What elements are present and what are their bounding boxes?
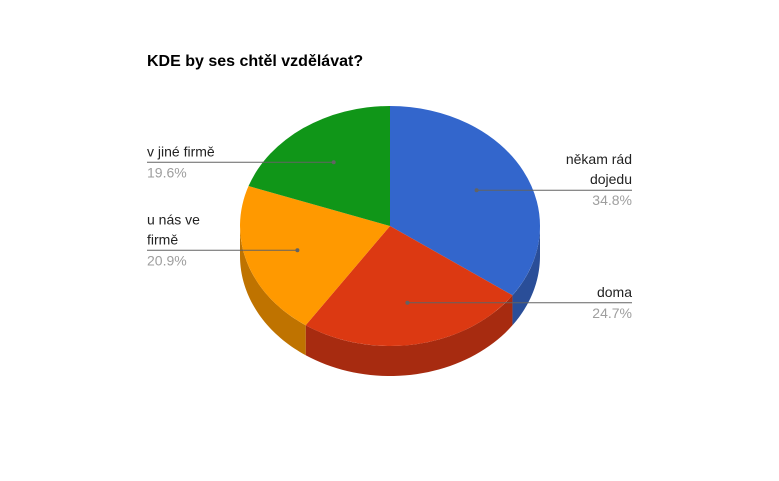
slice-label-0-line-0: někam rád [566,151,632,167]
pie-depth [240,226,540,376]
chart-title: KDE by ses chtěl vzdělávat? [147,53,363,70]
slice-side-0 [512,226,540,326]
leader-dot-0 [474,188,479,193]
leader-dot-2 [295,248,300,253]
slice-label-0-line-1: dojedu [590,171,632,187]
slice-side-1 [305,295,513,376]
slice-label-2-line-0: u nás ve [147,211,200,227]
slice-label-3-line-0: v jiné firmě [147,143,215,159]
leader-dot-1 [405,300,410,305]
slice-percent-0: 34.8% [592,192,632,208]
slice-labels: někam rád dojedu 34.8% doma 24.7% u nás ve fir… [147,143,632,321]
slice-percent-3: 19.6% [147,164,187,180]
slice-side-2 [240,226,306,356]
slice-percent-2: 20.9% [147,252,187,268]
slice-3[interactable] [248,106,390,226]
leader-dot-3 [331,160,336,165]
slice-0[interactable] [390,106,541,296]
slice-2[interactable] [239,186,390,326]
slice-1[interactable] [305,226,513,346]
slice-label-1-line-0: doma [597,284,632,300]
pie-slices [239,106,541,346]
slice-percent-1: 24.7% [592,305,632,321]
slice-label-2-line-1: firmě [147,231,178,247]
